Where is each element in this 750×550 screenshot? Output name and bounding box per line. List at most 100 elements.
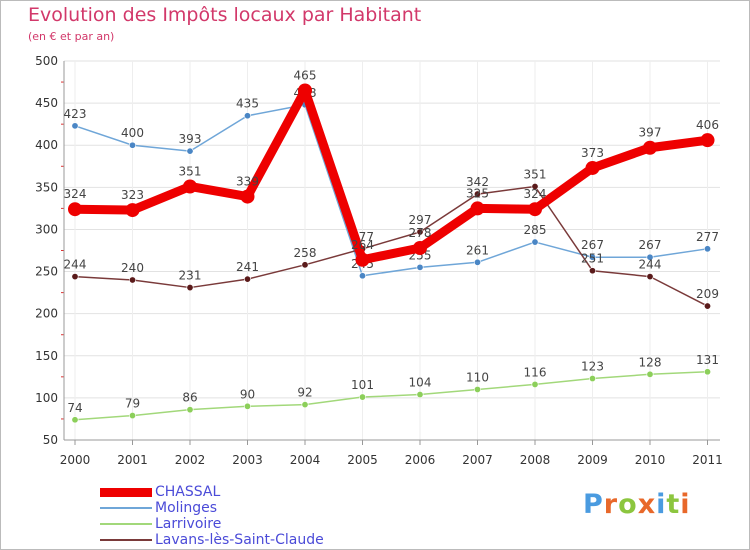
- data-label: 323: [121, 188, 144, 202]
- logo-letter: i: [680, 489, 691, 520]
- legend-label: CHASSAL: [155, 484, 221, 500]
- data-point: [588, 253, 596, 261]
- data-label: 79: [125, 397, 140, 411]
- data-point: [473, 385, 481, 393]
- data-label: 261: [466, 243, 489, 257]
- data-point: [186, 406, 194, 414]
- data-label: 342: [466, 175, 489, 189]
- data-label: 104: [409, 376, 432, 390]
- series-line-molinges: [74, 104, 709, 277]
- legend-label: Lavans-lès-Saint-Claude: [155, 532, 324, 548]
- data-point: [244, 275, 252, 283]
- data-label: 267: [581, 238, 604, 252]
- legend-swatch: [100, 488, 152, 497]
- x-tick-label: 2002: [175, 453, 206, 467]
- data-point: [71, 416, 79, 424]
- data-label: 351: [179, 164, 202, 178]
- data-point: [183, 179, 197, 194]
- data-label: 465: [294, 68, 317, 82]
- data-point: [71, 273, 79, 281]
- chart-subtitle: (en € et par an): [28, 30, 115, 43]
- x-tick-label: 2005: [347, 453, 378, 467]
- logo-letter: x: [637, 489, 657, 520]
- data-point: [244, 112, 252, 120]
- x-tick-label: 2006: [405, 453, 436, 467]
- data-label: 251: [581, 252, 604, 266]
- x-tick-label: 2008: [520, 453, 551, 467]
- data-point: [588, 375, 596, 383]
- data-label: 339: [236, 175, 259, 189]
- series-line-larrivoire: [74, 371, 709, 421]
- data-point: [301, 401, 309, 409]
- data-point: [358, 393, 366, 401]
- data-label: 128: [639, 355, 662, 369]
- data-point: [646, 370, 654, 378]
- legend-label: Larrivoire: [155, 516, 222, 532]
- data-label: 351: [524, 167, 547, 181]
- data-label: 131: [696, 353, 719, 367]
- y-tick-label: 250: [35, 265, 58, 279]
- data-label: 277: [696, 230, 719, 244]
- data-point: [643, 140, 657, 155]
- data-point: [240, 189, 255, 204]
- data-point: [703, 368, 711, 376]
- legend-swatch: [100, 539, 152, 541]
- data-label: 241: [236, 260, 259, 274]
- x-tick-label: 2010: [635, 453, 666, 467]
- data-label: 324: [524, 187, 547, 201]
- logo-letter: i: [656, 489, 667, 520]
- data-point: [531, 380, 539, 388]
- data-point: [700, 133, 715, 148]
- data-label: 264: [351, 238, 374, 252]
- x-tick-label: 2003: [232, 453, 263, 467]
- data-label: 324: [64, 187, 87, 201]
- data-point: [646, 273, 654, 281]
- data-point: [301, 261, 309, 269]
- series-line-chassal: [70, 85, 712, 265]
- data-point: [646, 253, 654, 261]
- data-point: [470, 201, 485, 216]
- data-label: 267: [639, 238, 662, 252]
- data-label: 116: [524, 365, 547, 379]
- data-point: [416, 263, 424, 271]
- data-point: [358, 272, 366, 280]
- data-point: [244, 402, 252, 410]
- logo-letter: P: [583, 489, 604, 520]
- data-label: 74: [67, 401, 82, 415]
- data-point: [298, 83, 312, 98]
- data-point: [125, 203, 140, 218]
- data-label: 435: [236, 97, 259, 111]
- y-tick-label: 400: [35, 138, 58, 152]
- data-point: [68, 202, 82, 217]
- data-label: 86: [182, 391, 197, 405]
- data-point: [528, 202, 542, 217]
- data-label: 373: [581, 146, 604, 160]
- data-label: 101: [351, 378, 374, 392]
- data-label: 209: [696, 287, 719, 301]
- y-tick-label: 350: [35, 180, 58, 194]
- data-point: [585, 160, 600, 175]
- data-point: [129, 412, 137, 420]
- y-tick-label: 100: [35, 391, 58, 405]
- data-point: [473, 258, 481, 266]
- data-point: [531, 238, 539, 246]
- data-point: [588, 267, 596, 275]
- data-label: 285: [524, 223, 547, 237]
- data-label: 423: [64, 107, 87, 121]
- data-label: 278: [409, 226, 432, 240]
- data-point: [129, 276, 137, 284]
- x-tick-label: 2001: [117, 453, 148, 467]
- data-label: 244: [639, 258, 662, 272]
- data-point: [531, 182, 539, 190]
- data-label: 400: [121, 126, 144, 140]
- proxiti-logo: Proxiti: [583, 489, 691, 520]
- data-label: 110: [466, 370, 489, 384]
- series-line-lavans-l-s-saint-claude: [74, 185, 709, 307]
- data-point: [416, 391, 424, 399]
- data-point: [71, 122, 79, 130]
- y-tick-label: 50: [43, 433, 58, 447]
- data-point: [703, 302, 711, 310]
- logo-letter: r: [603, 489, 619, 520]
- data-label: 297: [409, 213, 432, 227]
